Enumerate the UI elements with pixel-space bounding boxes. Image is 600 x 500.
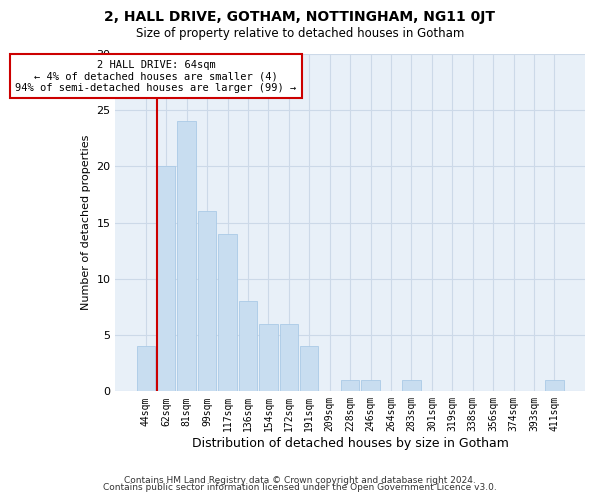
Text: Contains public sector information licensed under the Open Government Licence v3: Contains public sector information licen…: [103, 484, 497, 492]
Bar: [402, 380, 421, 392]
Bar: [137, 346, 155, 392]
Bar: [178, 122, 196, 392]
Bar: [280, 324, 298, 392]
Bar: [198, 212, 217, 392]
Text: 2, HALL DRIVE, GOTHAM, NOTTINGHAM, NG11 0JT: 2, HALL DRIVE, GOTHAM, NOTTINGHAM, NG11 …: [104, 10, 496, 24]
X-axis label: Distribution of detached houses by size in Gotham: Distribution of detached houses by size …: [191, 437, 509, 450]
Bar: [157, 166, 175, 392]
Text: Contains HM Land Registry data © Crown copyright and database right 2024.: Contains HM Land Registry data © Crown c…: [124, 476, 476, 485]
Text: Size of property relative to detached houses in Gotham: Size of property relative to detached ho…: [136, 28, 464, 40]
Bar: [341, 380, 359, 392]
Bar: [218, 234, 237, 392]
Bar: [259, 324, 278, 392]
Bar: [545, 380, 563, 392]
Bar: [361, 380, 380, 392]
Bar: [239, 302, 257, 392]
Bar: [300, 346, 319, 392]
Text: 2 HALL DRIVE: 64sqm
← 4% of detached houses are smaller (4)
94% of semi-detached: 2 HALL DRIVE: 64sqm ← 4% of detached hou…: [16, 60, 296, 93]
Y-axis label: Number of detached properties: Number of detached properties: [81, 135, 91, 310]
